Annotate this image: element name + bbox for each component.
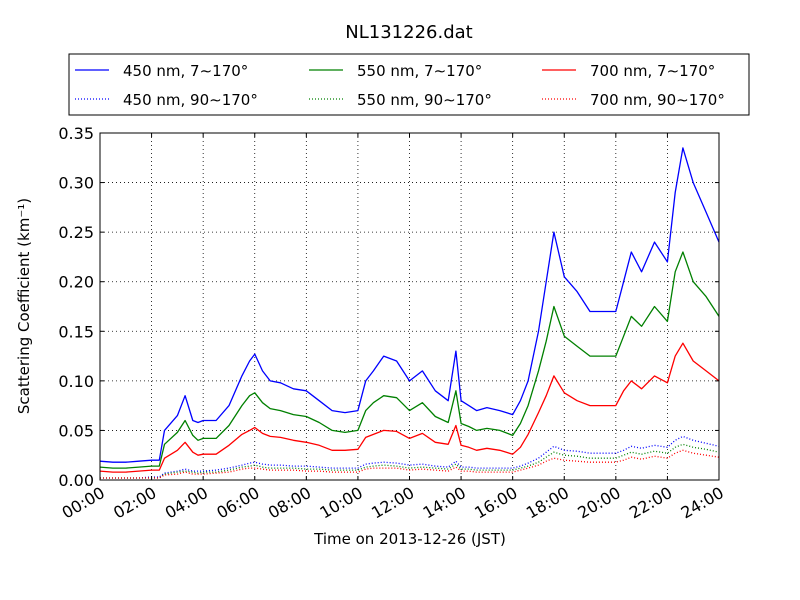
x-tick-label: 10:00 [316, 483, 365, 523]
y-tick-label: 0.15 [58, 322, 94, 341]
ticks [99, 132, 720, 481]
x-tick-label: 06:00 [213, 483, 262, 523]
y-tick-label: 0.35 [58, 124, 94, 143]
series-line-4 [100, 443, 720, 479]
x-tick-label: 08:00 [265, 483, 314, 523]
x-axis-title: Time on 2013-12-26 (JST) [313, 530, 506, 548]
x-tick-label: 04:00 [162, 483, 211, 523]
legend-entry: 700 nm, 7∼170° [590, 62, 715, 80]
grid [100, 133, 719, 480]
legend-entry: 550 nm, 7∼170° [357, 62, 482, 80]
x-tick-label: 22:00 [626, 483, 675, 523]
chart-title: NL131226.dat [345, 22, 472, 43]
y-tick-label: 0.20 [58, 273, 94, 292]
legend-entry: 550 nm, 90∼170° [357, 91, 492, 109]
series-line-1 [99, 251, 720, 469]
y-tick-label: 0.10 [58, 372, 94, 391]
legend-box [68, 53, 750, 116]
x-tick-label: 24:00 [678, 483, 727, 523]
series-line-0 [99, 147, 720, 463]
series-line-2 [99, 342, 720, 473]
series-line-5 [100, 449, 720, 479]
y-tick-label: 0.30 [58, 174, 94, 193]
y-tick-label: 0.05 [58, 421, 94, 440]
x-tick-label: 02:00 [110, 483, 159, 523]
legend-entry: 700 nm, 90∼170° [590, 91, 725, 109]
x-tick-label: 14:00 [420, 483, 469, 523]
y-axis-title: Scattering Coefficient (km⁻¹) [15, 198, 33, 414]
y-tick-label: 0.00 [58, 471, 94, 490]
legend-entry: 450 nm, 7∼170° [123, 62, 248, 80]
x-tick-label: 12:00 [368, 483, 417, 523]
legend: 450 nm, 7∼170° 550 nm, 7∼170° 700 nm, 7∼17… [68, 53, 750, 116]
series-layer [99, 147, 720, 479]
x-tick-label: 20:00 [574, 483, 623, 523]
y-tick-label: 0.25 [58, 223, 94, 242]
legend-entry: 450 nm, 90∼170° [123, 91, 258, 109]
x-tick-label: 16:00 [471, 483, 520, 523]
x-tick-label: 18:00 [523, 483, 572, 523]
